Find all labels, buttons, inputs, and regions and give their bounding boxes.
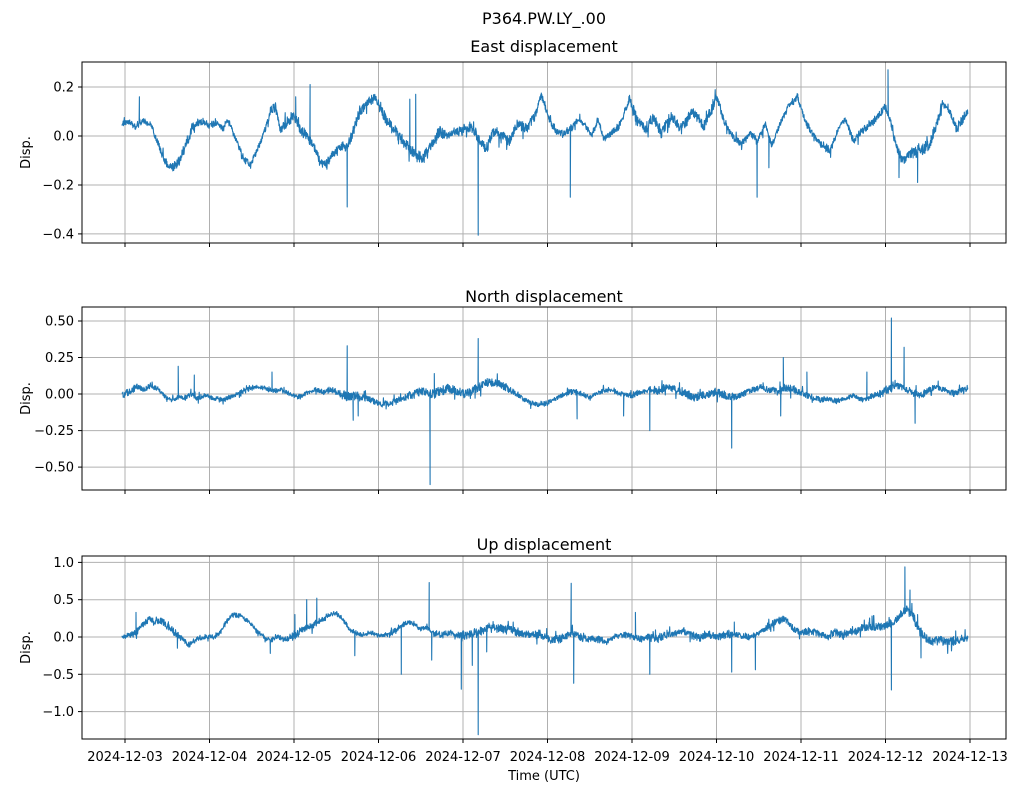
y-tick-label: −0.5 bbox=[42, 668, 74, 683]
east-plot-title: East displacement bbox=[470, 37, 618, 56]
north-plot-title: North displacement bbox=[465, 287, 623, 306]
y-tick-label: −0.50 bbox=[34, 461, 74, 476]
north-series-line bbox=[121, 317, 969, 486]
x-tick-label: 2024-12-06 bbox=[341, 750, 417, 765]
east-plot: 0.2 0.0 −0.2 −0.4 bbox=[42, 61, 1007, 247]
x-tick-label: 2024-12-10 bbox=[679, 750, 755, 765]
up-plot-title: Up displacement bbox=[476, 535, 612, 554]
up-plot: 1.0 0.5 0.0 −0.5 −1.0 2024-12-03 2024-12-04 202… bbox=[42, 555, 1008, 765]
east-series-line bbox=[121, 69, 969, 236]
y-tick-label: 1.0 bbox=[53, 556, 74, 571]
x-tick-label: 2024-12-05 bbox=[256, 750, 332, 765]
north-plot: 0.50 0.25 0.00 −0.25 −0.50 bbox=[34, 306, 1007, 494]
x-tick-label: 2024-12-07 bbox=[425, 750, 501, 765]
x-tick-label: 2024-12-11 bbox=[763, 750, 839, 765]
up-series-line bbox=[121, 566, 969, 736]
y-tick-label: 0.00 bbox=[45, 388, 74, 403]
x-tick-label: 2024-12-08 bbox=[510, 750, 586, 765]
y-tick-label: 0.0 bbox=[53, 130, 74, 145]
x-tick-label: 2024-12-12 bbox=[848, 750, 924, 765]
y-tick-label: 0.25 bbox=[45, 351, 74, 366]
y-tick-label: −0.25 bbox=[34, 424, 74, 439]
figure-title: P364.PW.LY_.00 bbox=[482, 9, 606, 28]
x-tick-label: 2024-12-13 bbox=[932, 750, 1008, 765]
y-tick-label: 0.0 bbox=[53, 631, 74, 646]
y-tick-label: 0.5 bbox=[53, 593, 74, 608]
x-axis-label: Time (UTC) bbox=[508, 769, 580, 784]
y-tick-label: −0.2 bbox=[42, 179, 74, 194]
y-tick-label: −0.4 bbox=[42, 227, 74, 242]
x-tick-label: 2024-12-03 bbox=[87, 750, 163, 765]
plot-border bbox=[81, 306, 1007, 491]
x-tick-label: 2024-12-04 bbox=[172, 750, 248, 765]
y-tick-label: 0.50 bbox=[45, 315, 74, 330]
plot-border bbox=[81, 61, 1007, 244]
y-tick-label: −1.0 bbox=[42, 705, 74, 720]
y-tick-label: 0.2 bbox=[53, 81, 74, 96]
plot-border bbox=[81, 555, 1007, 740]
x-tick-label: 2024-12-09 bbox=[594, 750, 670, 765]
